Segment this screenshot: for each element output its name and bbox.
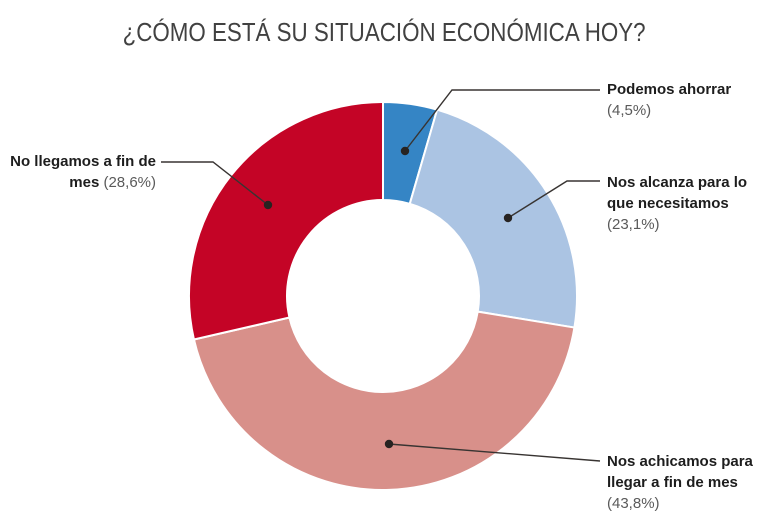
leader-dot-nos-alcanza	[503, 213, 513, 223]
slice-percentage: (28,6%)	[103, 174, 156, 191]
slice-percentage: (4,5%)	[607, 102, 652, 119]
callout-dots	[263, 146, 513, 449]
donut-slice-1	[408, 108, 578, 329]
page-title: ¿CÓMO ESTÁ SU SITUACIÓN ECONÓMICA HOY?	[0, 12, 768, 49]
callout-label-podemos-ahorrar: Podemos ahorrar (4,5%)	[607, 79, 765, 121]
slice-percentage: (43,8%)	[607, 495, 660, 512]
leader-line-nos-achicamos	[388, 443, 601, 462]
slice-label: No llegamos a fin de mes	[10, 153, 156, 191]
slice-label: Nos alcanza para lo que necesitamos	[607, 174, 748, 212]
leader-line-podemos-ahorrar	[404, 89, 600, 152]
callout-lines	[161, 89, 601, 462]
donut-slice-3	[188, 101, 384, 341]
leader-dot-podemos-ahorrar	[400, 146, 410, 156]
donut-slice-2	[192, 310, 576, 491]
slice-percentage: (23,1%)	[607, 216, 660, 233]
slice-label: Podemos ahorrar	[607, 81, 732, 98]
leader-dot-nos-achicamos	[384, 439, 394, 449]
leader-dot-no-llegamos	[263, 200, 273, 210]
leader-line-no-llegamos	[161, 161, 269, 206]
slice-label: Nos achicamos para llegar a fin de mes	[607, 453, 753, 491]
leader-line-nos-alcanza	[507, 180, 600, 219]
chart-title-text: ¿CÓMO ESTÁ SU SITUACIÓN ECONÓMICA HOY?	[122, 17, 646, 47]
callout-label-no-llegamos: No llegamos a fin de mes (28,6%)	[0, 151, 156, 193]
callout-label-nos-alcanza: Nos alcanza para lo que necesitamos (23,…	[607, 172, 765, 235]
callout-label-nos-achicamos: Nos achicamos para llegar a fin de mes (…	[607, 451, 765, 514]
donut-slices	[188, 101, 578, 491]
